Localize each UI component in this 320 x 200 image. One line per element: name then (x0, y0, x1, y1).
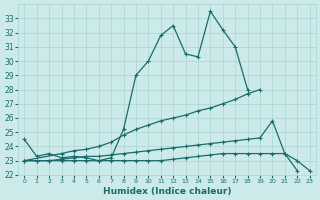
X-axis label: Humidex (Indice chaleur): Humidex (Indice chaleur) (103, 187, 231, 196)
